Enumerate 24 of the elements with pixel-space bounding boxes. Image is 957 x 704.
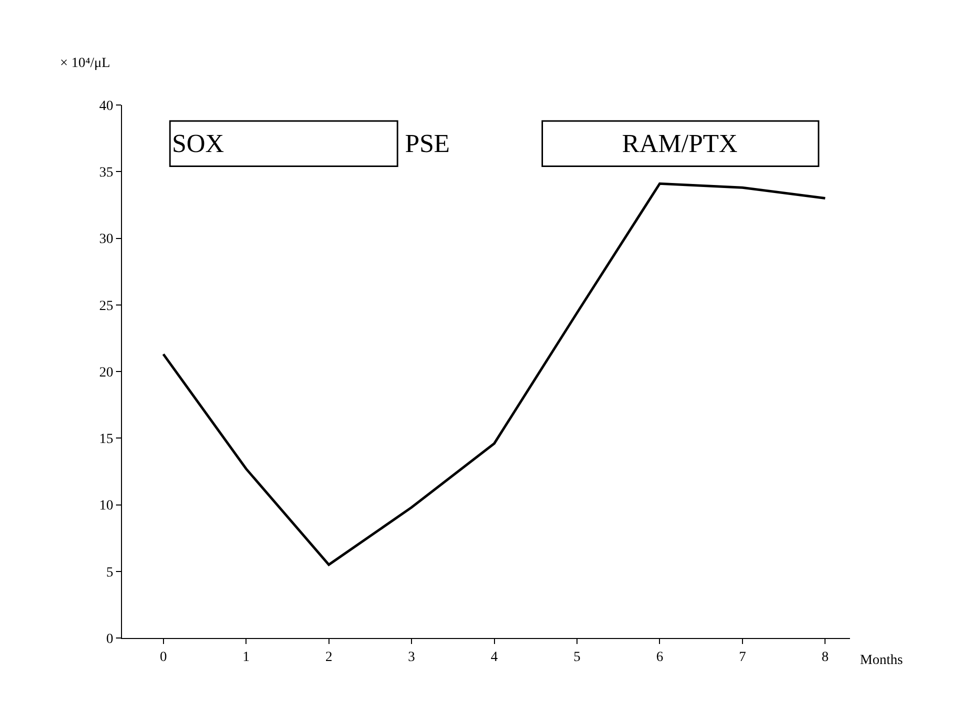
x-tick-label: 3: [408, 650, 416, 665]
x-tick-label: 8: [822, 650, 829, 665]
y-tick-label: 25: [99, 298, 114, 314]
y-axis-title: × 10⁴/μL: [60, 56, 110, 71]
y-tick-label: 5: [106, 565, 114, 580]
annotation: PSE: [405, 129, 450, 158]
x-tick-label: 1: [242, 650, 250, 665]
y-tick-label: 20: [99, 365, 114, 380]
x-tick-label: 4: [490, 650, 498, 665]
y-tick-label: 40: [99, 98, 114, 114]
band-label: RAM/PTX: [622, 129, 738, 158]
x-tick-label: 2: [325, 650, 332, 665]
line-series: [162, 182, 826, 566]
y-tick-label: 10: [99, 498, 114, 514]
x-tick-label: 0: [160, 650, 167, 665]
x-tick-label: 6: [656, 650, 664, 665]
y-tick-label: 0: [106, 632, 114, 647]
band-label: SOX: [172, 129, 224, 158]
x-axis-title: Months: [860, 653, 903, 668]
x-tick-label: 5: [574, 650, 580, 665]
y-tick-label: 35: [99, 166, 114, 181]
y-tick-label: 15: [99, 432, 114, 448]
y-tick-label: 30: [99, 232, 114, 248]
x-tick-label: 7: [738, 650, 746, 665]
